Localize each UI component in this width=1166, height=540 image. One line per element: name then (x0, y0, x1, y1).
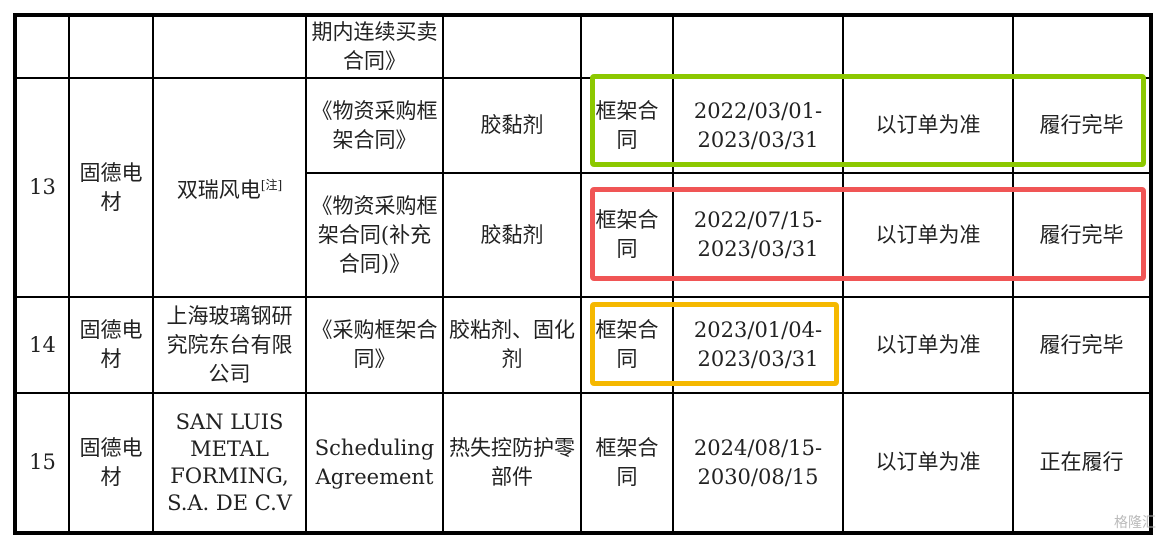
type-cell: 框架合同 (580, 77, 674, 174)
type-cell: 框架合同 (580, 392, 674, 534)
table-row: 期内连续买卖合同》 (14, 14, 1152, 79)
table-row: 14 固德电材 上海玻璃钢研究院东台有限公司 《采购框架合同》 胶粘剂、固化剂 … (14, 296, 1152, 394)
contract-cell: Scheduling Agreement (305, 392, 444, 534)
period-cell: 2023/01/04-2023/03/31 (672, 296, 844, 394)
status-cell: 履行完毕 (1012, 77, 1152, 174)
no-cell: 15 (14, 392, 70, 534)
party-cell: 固德电材 (68, 77, 154, 298)
orange-highlight-box (590, 302, 839, 386)
product-cell: 热失控防护零部件 (442, 392, 582, 534)
contracts-table: 期内连续买卖合同》 13 固德电材 双瑞风电[注] 《物资采购框架合同》 胶黏剂… (13, 13, 1153, 535)
watermark-logo: 格隆汇 (1114, 515, 1156, 531)
period-cell: 2024/08/15-2030/08/15 (672, 392, 844, 534)
amount-cell: 以订单为准 (842, 296, 1014, 394)
counterparty-cell: 双瑞风电[注] (152, 77, 307, 298)
product-cell: 胶黏剂 (442, 77, 582, 174)
no-cell: 13 (14, 77, 70, 298)
green-highlight-box (590, 74, 1146, 167)
no-cell: 14 (14, 296, 70, 394)
party-cell: 固德电材 (68, 296, 154, 394)
type-cell: 框架合同 (580, 296, 674, 394)
amount-cell: 以订单为准 (842, 77, 1014, 174)
contract-cell: 《物资采购框架合同(补充合同)》 (305, 172, 444, 298)
product-cell: 胶粘剂、固化剂 (442, 296, 582, 394)
counterparty-cell: SAN LUIS METAL FORMING, S.A. DE C.V (152, 392, 307, 534)
counterparty-cell: 上海玻璃钢研究院东台有限公司 (152, 296, 307, 394)
table-row: 15 固德电材 SAN LUIS METAL FORMING, S.A. DE … (14, 392, 1152, 534)
party-cell: 固德电材 (68, 392, 154, 534)
status-cell: 正在履行 (1012, 392, 1152, 534)
red-highlight-box (590, 187, 1146, 281)
status-cell: 履行完毕 (1012, 296, 1152, 394)
table-row: 13 固德电材 双瑞风电[注] 《物资采购框架合同》 胶黏剂 框架合同 2022… (14, 77, 1152, 298)
period-cell: 2022/03/01-2023/03/31 (672, 77, 844, 174)
product-cell: 胶黏剂 (442, 172, 582, 298)
note-mark: [注] (260, 177, 283, 192)
amount-cell: 以订单为准 (842, 392, 1014, 534)
contract-cell: 《物资采购框架合同》 (305, 77, 444, 174)
contract-cell: 《采购框架合同》 (305, 296, 444, 394)
contract-cell: 期内连续买卖合同》 (305, 14, 444, 79)
